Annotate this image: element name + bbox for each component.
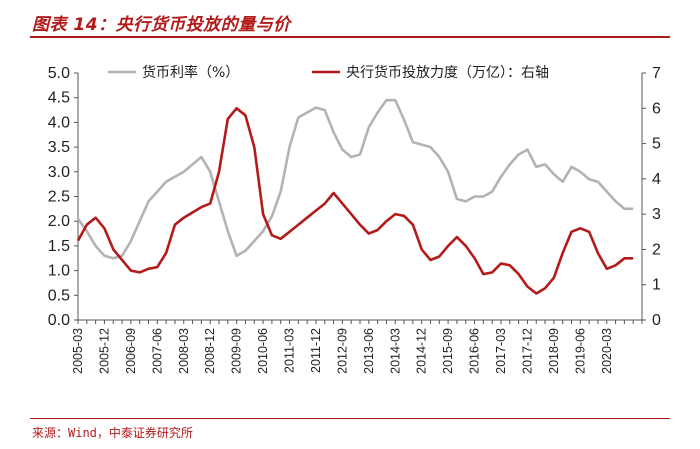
- y-right-tick-label: 5: [652, 136, 661, 153]
- y-left-tick-label: 3.0: [48, 164, 70, 181]
- y-left-tick-label: 2.5: [48, 189, 70, 206]
- x-tick-label: 2015-09: [441, 328, 455, 374]
- x-tick-label: 2011-03: [283, 328, 297, 373]
- title-divider: [30, 36, 670, 38]
- y-left-tick-label: 1.0: [48, 263, 70, 280]
- legend-label-2: 央行货币投放力度（万亿）：右轴: [346, 64, 549, 81]
- y-left-tick-label: 2.0: [48, 213, 70, 230]
- y-right-tick-label: 3: [652, 206, 661, 223]
- y-left-tick-label: 3.5: [48, 139, 70, 156]
- x-tick-label: 2013-06: [362, 328, 376, 374]
- x-tick-label: 2018-09: [547, 328, 561, 374]
- y-left-tick-label: 4.5: [48, 90, 70, 107]
- x-tick-label: 2017-12: [520, 328, 534, 374]
- axes: 0.0 0.5 1.0 1.5 2.0 2.5 3.0 3.5 4.0 4.5 5.0 0 1 2 3 4 5 6…: [48, 65, 661, 374]
- x-tick-label: 2012-09: [335, 328, 349, 374]
- x-tick-label: 2008-12: [203, 328, 217, 374]
- series-line-2: [76, 107, 634, 295]
- x-tick-label: 2007-06: [150, 328, 164, 374]
- y-left-tick-label: 5.0: [48, 65, 70, 82]
- y-left-tick-label: 1.5: [48, 238, 70, 255]
- y-left-tick-label: 0.0: [48, 312, 70, 329]
- x-tick-label: 2006-09: [124, 328, 138, 374]
- y-left-tick-label: 4.0: [48, 114, 70, 131]
- source-note: 来源：Wind，中泰证券研究所: [32, 426, 193, 440]
- y-right-tick-label: 0: [652, 312, 661, 329]
- source-divider: [30, 418, 670, 419]
- x-tick-label: 2020-03: [600, 328, 614, 374]
- y-right-tick-label: 6: [652, 100, 661, 117]
- x-tick-label: 2017-03: [494, 328, 508, 374]
- y-right-tick-label: 2: [652, 241, 661, 258]
- x-tick-label: 2010-06: [256, 328, 270, 374]
- legend: 货币利率（%） 央行货币投放力度（万亿）：右轴: [108, 64, 549, 81]
- y-right-tick-label: 4: [652, 171, 661, 188]
- x-tick-label: 2005-03: [71, 328, 85, 374]
- x-tick-label: 2014-03: [388, 328, 402, 374]
- legend-label-1: 货币利率（%）: [142, 64, 239, 81]
- x-tick-label: 2019-06: [573, 328, 587, 374]
- x-tick-label: 2009-09: [230, 328, 244, 374]
- x-tick-label: 2005-12: [97, 328, 111, 374]
- series-line-1: [76, 98, 634, 260]
- x-tick-label: 2008-03: [177, 328, 191, 374]
- y-right-tick-label: 7: [652, 65, 661, 82]
- chart-title: 图表 14：央行货币投放的量与价: [32, 15, 291, 35]
- series-group: [76, 98, 634, 295]
- x-tick-label: 2016-06: [468, 328, 482, 374]
- x-tick-label: 2011-12: [309, 328, 323, 373]
- y-right-tick-label: 1: [652, 277, 661, 294]
- x-tick-label: 2014-12: [415, 328, 429, 374]
- y-left-tick-label: 0.5: [48, 287, 70, 304]
